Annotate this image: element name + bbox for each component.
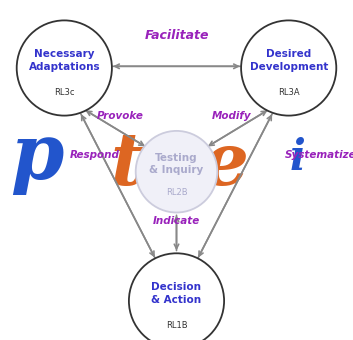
Text: RL2B: RL2B xyxy=(166,188,187,198)
Text: Modify: Modify xyxy=(212,110,251,121)
Circle shape xyxy=(241,20,336,116)
Text: t: t xyxy=(110,130,144,200)
Text: RL1B: RL1B xyxy=(166,321,187,330)
Text: Testing
& Inquiry: Testing & Inquiry xyxy=(149,153,204,175)
Text: Systematize: Systematize xyxy=(285,150,353,160)
Text: p: p xyxy=(10,121,64,195)
Circle shape xyxy=(129,253,224,340)
Text: Indicate: Indicate xyxy=(153,216,200,226)
Text: Respond: Respond xyxy=(70,150,119,160)
Text: RL3A: RL3A xyxy=(278,88,299,97)
Text: Necessary
Adaptations: Necessary Adaptations xyxy=(29,49,100,72)
Text: e: e xyxy=(203,130,249,200)
Text: Decision
& Action: Decision & Action xyxy=(151,282,202,305)
Text: Provoke: Provoke xyxy=(97,110,143,121)
Text: i: i xyxy=(289,137,305,179)
Text: Facilitate: Facilitate xyxy=(144,29,209,42)
Text: Desired
Development: Desired Development xyxy=(250,49,328,72)
Text: RL3c: RL3c xyxy=(54,88,74,97)
Circle shape xyxy=(17,20,112,116)
Circle shape xyxy=(136,131,217,212)
